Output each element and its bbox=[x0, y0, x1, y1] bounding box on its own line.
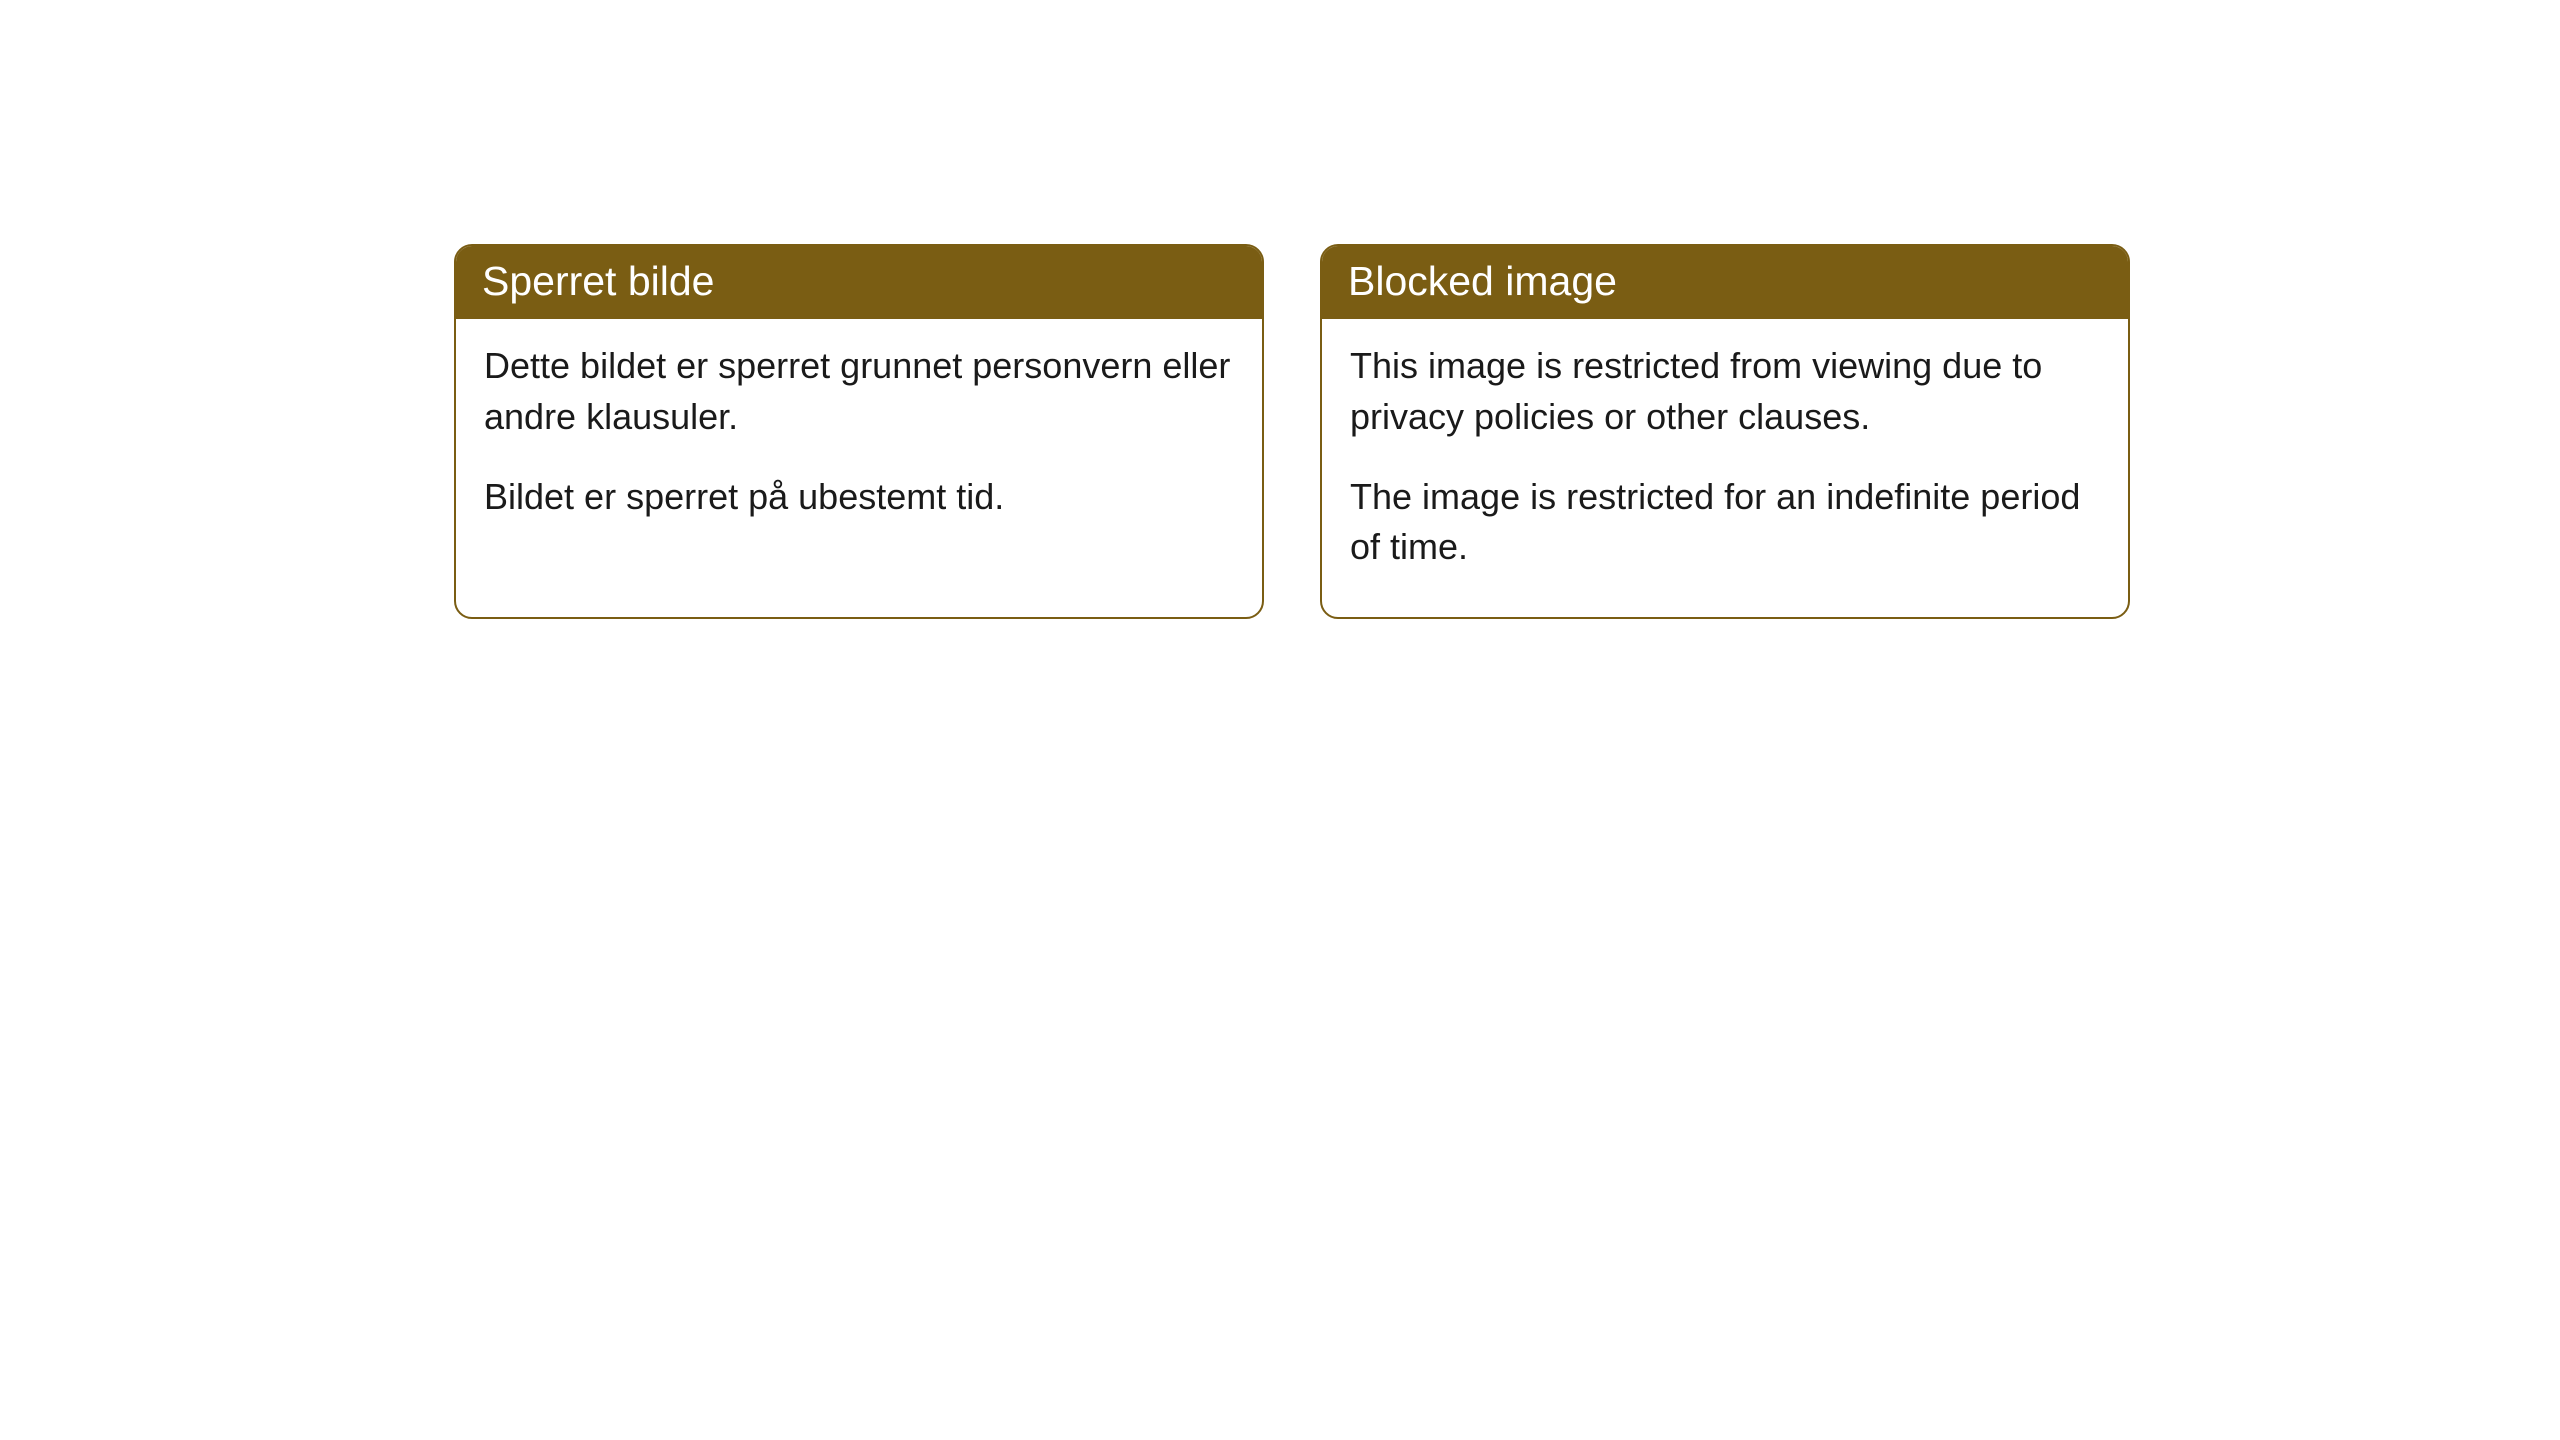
card-paragraph-2-norwegian: Bildet er sperret på ubestemt tid. bbox=[484, 472, 1234, 522]
notice-cards-container: Sperret bilde Dette bildet er sperret gr… bbox=[454, 244, 2560, 619]
blocked-image-card-norwegian: Sperret bilde Dette bildet er sperret gr… bbox=[454, 244, 1264, 619]
card-body-english: This image is restricted from viewing du… bbox=[1322, 319, 2128, 617]
card-header-norwegian: Sperret bilde bbox=[456, 246, 1262, 319]
card-paragraph-1-english: This image is restricted from viewing du… bbox=[1350, 341, 2100, 442]
card-header-english: Blocked image bbox=[1322, 246, 2128, 319]
blocked-image-card-english: Blocked image This image is restricted f… bbox=[1320, 244, 2130, 619]
card-body-norwegian: Dette bildet er sperret grunnet personve… bbox=[456, 319, 1262, 566]
card-paragraph-1-norwegian: Dette bildet er sperret grunnet personve… bbox=[484, 341, 1234, 442]
card-paragraph-2-english: The image is restricted for an indefinit… bbox=[1350, 472, 2100, 573]
